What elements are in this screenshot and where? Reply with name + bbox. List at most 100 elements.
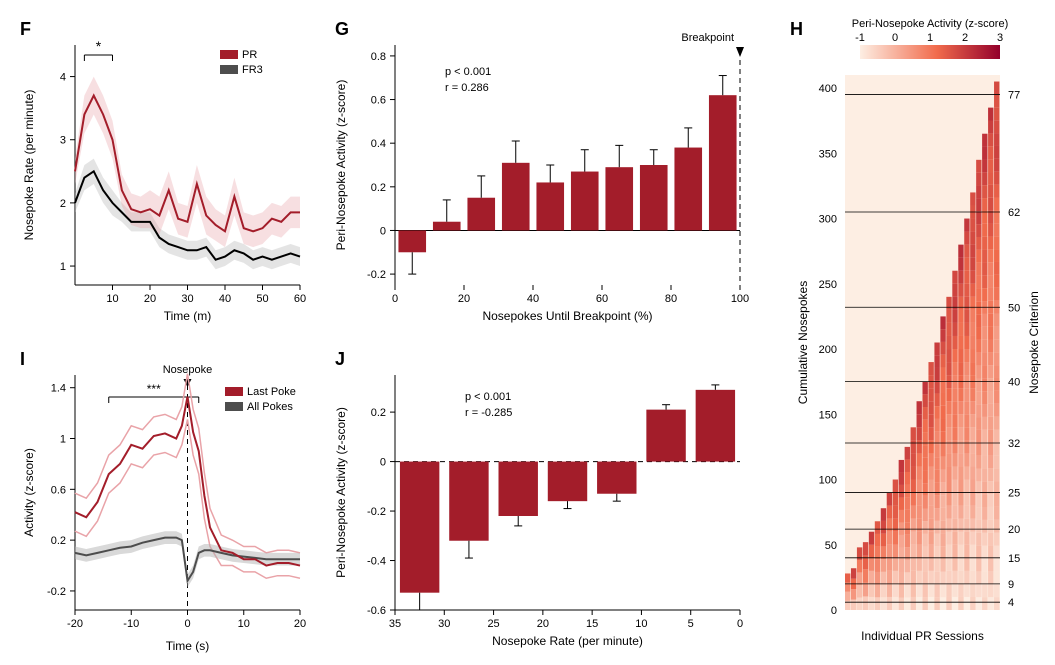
panelH-cell: [988, 481, 993, 494]
panelH-cell: [928, 545, 933, 558]
panelH-cell: [952, 558, 957, 571]
panelH-cell: [946, 349, 951, 362]
panelH-cell: [964, 506, 969, 519]
panelH-cell: [958, 284, 963, 297]
panelH-cell: [976, 391, 981, 404]
panelH-cell: [940, 355, 945, 368]
panelH-cell: [940, 546, 945, 559]
panelF-xtick: 10: [106, 293, 118, 305]
panelH-right-tick: 4: [1008, 597, 1014, 609]
panelH-cell: [887, 584, 892, 597]
panelG-xlabel: Nosepokes Until Breakpoint (%): [482, 309, 652, 323]
panelH-cell: [958, 362, 963, 375]
panelH-cell: [964, 258, 969, 271]
panelH-cell: [994, 455, 999, 468]
panelH-cell: [952, 571, 957, 584]
panelI-ytick: 1.4: [51, 383, 66, 395]
panelH-cell: [911, 558, 916, 571]
panelH-cell: [905, 447, 910, 460]
panelH-cell: [952, 466, 957, 479]
panelH-cell: [851, 568, 856, 578]
panelF-legend-swatch-pr: [220, 50, 238, 59]
panelH-cell: [964, 401, 969, 414]
panelJ-bar: [400, 462, 439, 593]
panelH-cell: [958, 584, 963, 597]
panelG-xtick: 60: [596, 293, 608, 305]
panel-label-h: H: [790, 19, 803, 39]
panelH-cell: [946, 558, 951, 571]
panelI-xtick: 10: [238, 618, 250, 630]
panelH-cell: [952, 310, 957, 323]
panelH-cell: [970, 388, 975, 401]
panelH-cell: [976, 224, 981, 237]
panelH-cell: [928, 427, 933, 440]
panelH-cb-tick: 1: [927, 32, 933, 44]
panelH-cell: [940, 406, 945, 419]
panelH-cell: [958, 440, 963, 453]
panelG-bar: [605, 167, 633, 230]
panelH-cell: [976, 301, 981, 314]
panelH-cell: [928, 466, 933, 479]
panelH-cell: [958, 414, 963, 427]
panelH-cell: [905, 497, 910, 510]
panelJ-xtick: 30: [438, 618, 450, 630]
panelJ-stats-p: p < 0.001: [465, 391, 511, 403]
panelH-cell: [976, 198, 981, 211]
panelH-cell: [964, 388, 969, 401]
panelH-cell: [958, 519, 963, 532]
panelH-cell: [928, 440, 933, 453]
panelH-cell: [911, 480, 916, 493]
panelH-cell: [934, 432, 939, 445]
panelH-cell: [994, 571, 999, 584]
panelH-cell: [952, 440, 957, 453]
panelH-cell: [994, 94, 999, 107]
panelH-cell: [940, 508, 945, 521]
panelH-cell: [982, 314, 987, 327]
panelG-bar: [536, 182, 564, 230]
panelH-cell: [923, 496, 928, 509]
panelH-cell: [911, 597, 916, 610]
panelH-cell: [982, 597, 987, 610]
panelH-cell: [899, 510, 904, 523]
panelH-cell: [970, 336, 975, 349]
panelH-cell: [970, 466, 975, 479]
panelH-cell: [982, 224, 987, 237]
panelH-cell: [952, 493, 957, 506]
panelH-cell: [869, 597, 874, 610]
panelH-cell: [958, 349, 963, 362]
panelH-right-tick: 20: [1008, 524, 1020, 536]
panelH-cell: [911, 440, 916, 453]
panelH-cell: [964, 532, 969, 545]
panelH-cell: [994, 597, 999, 610]
panelH-cell: [982, 378, 987, 391]
panelH-cell: [958, 245, 963, 258]
panelG-bar: [398, 230, 426, 252]
panelH-cell: [905, 510, 910, 523]
panelH-cell: [923, 521, 928, 534]
panelH-cell: [988, 224, 993, 237]
panelH-cell: [893, 506, 898, 519]
panelH-cell: [881, 534, 886, 547]
panelH-cell: [934, 508, 939, 521]
panelH-cell: [988, 443, 993, 456]
panelH-cell: [946, 545, 951, 558]
panelH-cell: [875, 521, 880, 534]
panelH-cell: [923, 445, 928, 458]
panelH-cell: [934, 355, 939, 368]
panelH-cell: [923, 534, 928, 547]
panelH-cell: [988, 352, 993, 365]
panelH-cell: [893, 571, 898, 584]
panelH-cell: [982, 559, 987, 572]
panelH-cell: [845, 592, 850, 601]
panelJ-xtick: 0: [737, 618, 743, 630]
panelH-cell: [934, 419, 939, 432]
panelH-cell: [869, 532, 874, 545]
panelH-cell: [976, 584, 981, 597]
panelH-left-tick: 300: [819, 214, 837, 226]
panelH-cell: [911, 519, 916, 532]
panelH-cell: [869, 584, 874, 597]
panelH-cell: [994, 223, 999, 236]
panelH-cell: [964, 427, 969, 440]
panelH-cell: [982, 468, 987, 481]
panelH-cell: [863, 569, 868, 583]
